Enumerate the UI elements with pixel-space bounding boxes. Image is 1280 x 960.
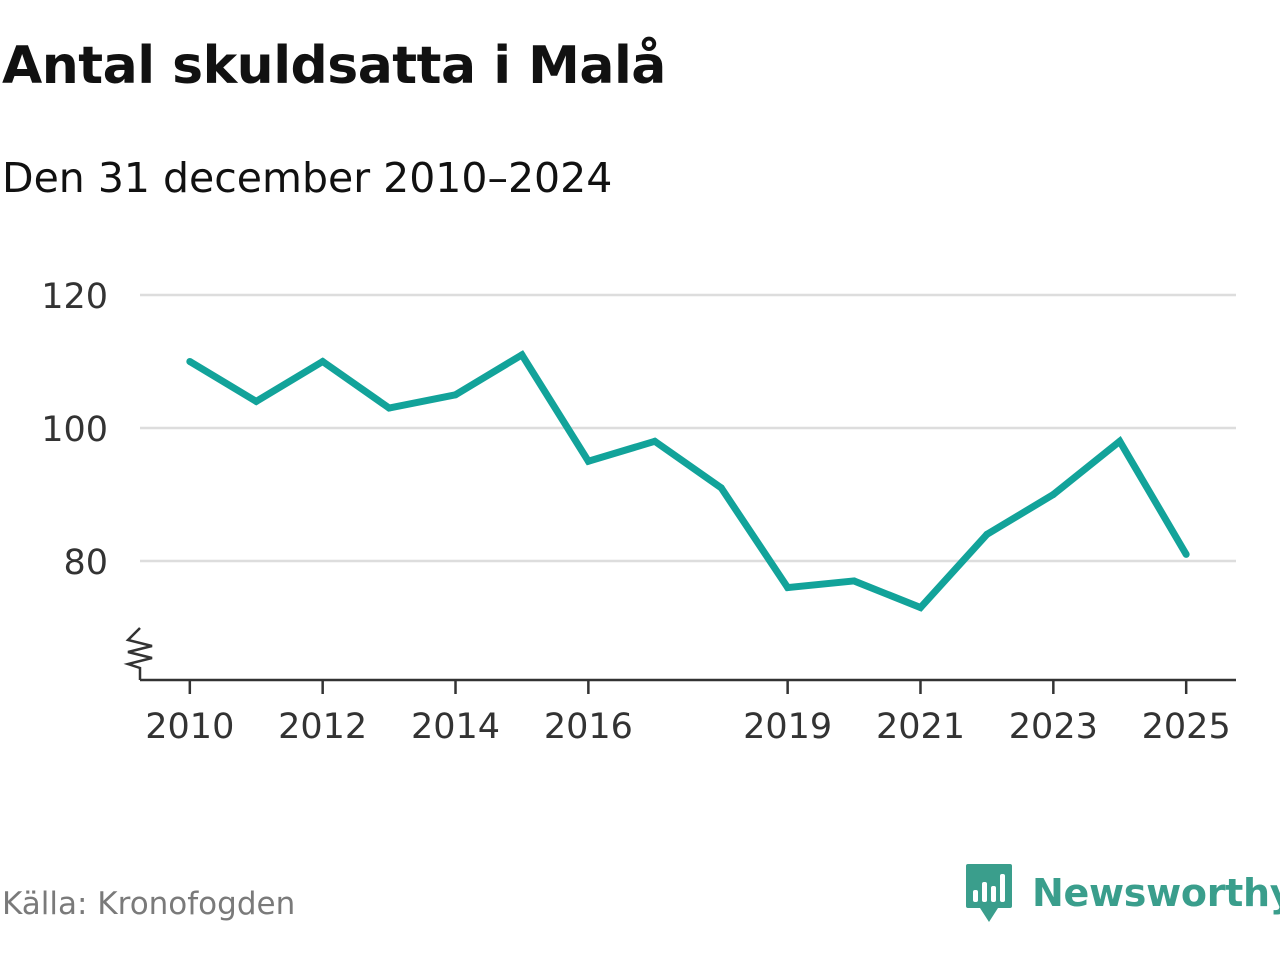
data-point-2024 bbox=[1116, 437, 1124, 445]
data-point-2011 bbox=[252, 397, 260, 405]
data-point-2013 bbox=[385, 404, 393, 412]
data-point-2018 bbox=[717, 484, 725, 492]
data-point-2025 bbox=[1182, 550, 1190, 558]
data-point-2012 bbox=[319, 358, 327, 365]
source-note: Källa: Kronofogden bbox=[2, 886, 296, 922]
y-tick-label-80: 80 bbox=[63, 543, 108, 583]
data-point-2014 bbox=[452, 391, 460, 399]
x-tick-label-2010: 2010 bbox=[145, 707, 234, 747]
x-tick-label-2025: 2025 bbox=[1142, 707, 1231, 747]
x-tick-label-2016: 2016 bbox=[544, 707, 633, 747]
chart-subtitle: Den 31 december 2010–2024 bbox=[2, 154, 613, 202]
series-line-0 bbox=[188, 350, 1190, 612]
data-point-2015 bbox=[518, 351, 526, 359]
y-tick-label-120: 120 bbox=[41, 277, 108, 317]
data-point-2021 bbox=[916, 604, 924, 612]
data-point-2020 bbox=[850, 577, 858, 585]
data-point-2016 bbox=[584, 457, 592, 465]
data-point-2017 bbox=[651, 437, 659, 445]
x-tick-label-2014: 2014 bbox=[411, 707, 500, 747]
x-tick-label-2021: 2021 bbox=[876, 707, 965, 747]
newsworthy-logo: Newsworthy bbox=[964, 862, 1280, 924]
data-point-2022 bbox=[983, 530, 991, 538]
data-point-2010 bbox=[186, 358, 194, 365]
y-axis-break bbox=[123, 627, 153, 680]
y-tick-label-100: 100 bbox=[41, 410, 108, 450]
data-point-2023 bbox=[1049, 491, 1057, 498]
newsworthy-logo-text: Newsworthy bbox=[1032, 871, 1280, 915]
newsworthy-logo-icon bbox=[966, 864, 1012, 922]
chart-title: Antal skuldsatta i Malå bbox=[2, 36, 666, 96]
x-tick-label-2019: 2019 bbox=[743, 707, 832, 747]
x-tick-label-2023: 2023 bbox=[1009, 707, 1098, 747]
x-tick-label-2012: 2012 bbox=[278, 707, 367, 747]
data-point-2019 bbox=[784, 584, 792, 592]
